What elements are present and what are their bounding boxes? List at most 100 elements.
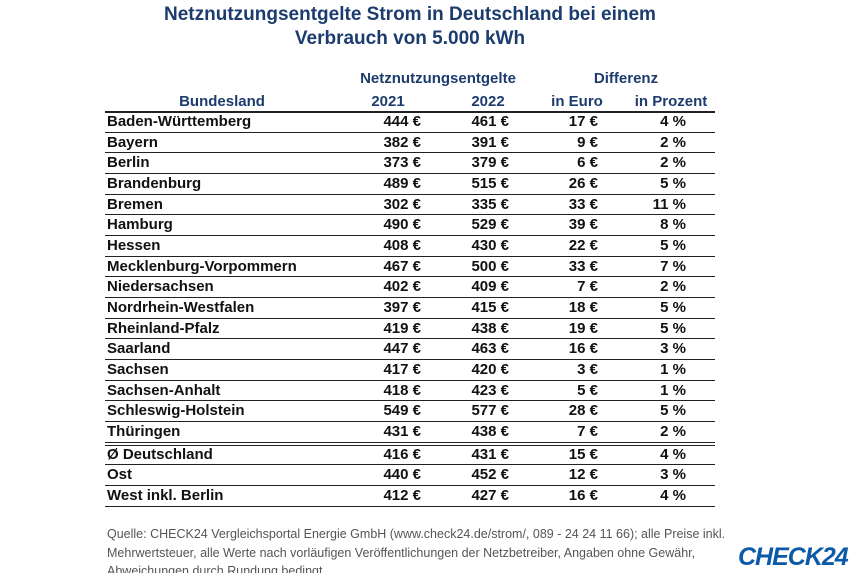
cell-value: 19 € — [568, 319, 598, 337]
cell-value: 463 € — [471, 340, 509, 358]
cell-value: 5 % — [660, 175, 686, 192]
cell-value: 438 € — [471, 319, 509, 337]
cell-value: 416 € — [383, 445, 421, 463]
row-rule — [105, 255, 715, 257]
row-rule — [105, 297, 715, 299]
cell-value: 444 € — [383, 113, 421, 130]
column-header: 2021 — [371, 93, 405, 110]
row-label: Sachsen-Anhalt — [107, 381, 221, 399]
source-note: Mehrwertsteuer, alle Werte nach vorläufi… — [107, 546, 696, 560]
row-label: Ø Deutschland — [107, 445, 213, 463]
cell-value: 417 € — [383, 361, 421, 379]
cell-value: 22 € — [568, 237, 598, 255]
cell-value: 515 € — [471, 175, 509, 192]
row-label: Bremen — [107, 195, 163, 213]
cell-value: 549 € — [383, 402, 421, 420]
cell-value: 4 % — [660, 445, 686, 463]
row-rule — [105, 152, 715, 154]
cell-value: 490 € — [383, 216, 421, 234]
cell-value: 373 € — [383, 154, 421, 172]
cell-value: 427 € — [471, 487, 509, 505]
cell-value: 335 € — [471, 195, 509, 213]
row-label: Baden-Württemberg — [107, 113, 252, 130]
cell-value: 397 € — [383, 299, 421, 317]
cell-value: 8 % — [660, 216, 686, 234]
cell-value: 3 € — [577, 361, 598, 379]
row-rule — [105, 214, 715, 216]
cell-value: 382 € — [383, 133, 421, 151]
cell-value: 11 % — [652, 195, 686, 213]
cell-value: 420 € — [471, 361, 509, 379]
title: Netznutzungsentgelte Strom in Deutschlan… — [164, 4, 656, 25]
cell-value: 438 € — [471, 423, 509, 441]
cell-value: 302 € — [383, 195, 421, 213]
row-label: Hamburg — [107, 216, 173, 234]
cell-value: 33 € — [568, 257, 598, 275]
row-rule — [105, 379, 715, 381]
group-header: Differenz — [593, 70, 659, 87]
row-rule — [105, 338, 715, 340]
cell-value: 419 € — [383, 319, 421, 337]
column-header: in Euro — [551, 93, 603, 110]
row-rule — [105, 131, 715, 133]
cell-value: 447 € — [383, 340, 421, 358]
cell-value: 431 € — [383, 423, 421, 441]
cell-value: 418 € — [383, 381, 421, 399]
row-label: Hessen — [107, 237, 161, 255]
cell-value: 12 € — [568, 466, 598, 484]
cell-value: 2 % — [660, 154, 686, 172]
row-rule — [105, 235, 715, 237]
row-label: Saarland — [107, 340, 171, 358]
cell-value: 415 € — [471, 299, 509, 317]
row-rule — [105, 485, 715, 487]
column-header: 2022 — [471, 93, 505, 110]
cell-value: 1 % — [660, 381, 686, 399]
cell-value: 412 € — [383, 487, 421, 505]
cell-value: 2 % — [660, 423, 686, 441]
cell-value: 2 % — [660, 278, 686, 296]
cell-value: 4 % — [660, 113, 686, 130]
cell-value: 7 € — [577, 278, 598, 296]
cell-value: 2 % — [660, 133, 686, 151]
column-header: in Prozent — [634, 93, 708, 110]
header-rule — [105, 111, 715, 113]
cell-value: 408 € — [383, 237, 421, 255]
source-note: Quelle: CHECK24 Vergleichsportal Energie… — [107, 527, 726, 541]
row-rule — [105, 193, 715, 195]
title: Verbrauch von 5.000 kWh — [294, 28, 526, 49]
cell-value: 33 € — [568, 195, 598, 213]
row-label: Sachsen — [107, 361, 169, 379]
row-rule — [105, 317, 715, 319]
cell-value: 461 € — [471, 113, 509, 130]
row-rule — [105, 441, 715, 443]
cell-value: 6 € — [577, 154, 598, 172]
row-label: Bayern — [107, 133, 158, 151]
source-note: Abweichungen durch Rundung bedingt — [107, 564, 323, 573]
row-rule — [105, 464, 715, 466]
cell-value: 489 € — [383, 175, 421, 192]
cell-value: 16 € — [568, 340, 598, 358]
cell-value: 7 % — [660, 257, 686, 275]
cell-value: 440 € — [383, 466, 421, 484]
cell-value: 9 € — [577, 133, 598, 151]
cell-value: 500 € — [471, 257, 509, 275]
row-rule — [105, 173, 715, 174]
cell-value: 577 € — [471, 402, 509, 420]
row-label: Rheinland-Pfalz — [107, 319, 220, 337]
cell-value: 3 % — [660, 340, 686, 358]
cell-value: 5 % — [660, 402, 686, 420]
row-label: Niedersachsen — [107, 278, 214, 296]
cell-value: 28 € — [568, 402, 598, 420]
cell-value: 4 % — [660, 487, 686, 505]
row-rule — [105, 505, 715, 507]
cell-value: 16 € — [568, 487, 598, 505]
cell-value: 18 € — [568, 299, 598, 317]
row-label: Ost — [107, 466, 133, 484]
cell-value: 5 € — [577, 381, 598, 399]
row-label: Brandenburg — [107, 175, 202, 192]
row-label: Schleswig-Holstein — [107, 402, 245, 420]
cell-value: 391 € — [471, 133, 509, 151]
cell-value: 17 € — [568, 113, 598, 130]
row-rule — [105, 444, 715, 446]
